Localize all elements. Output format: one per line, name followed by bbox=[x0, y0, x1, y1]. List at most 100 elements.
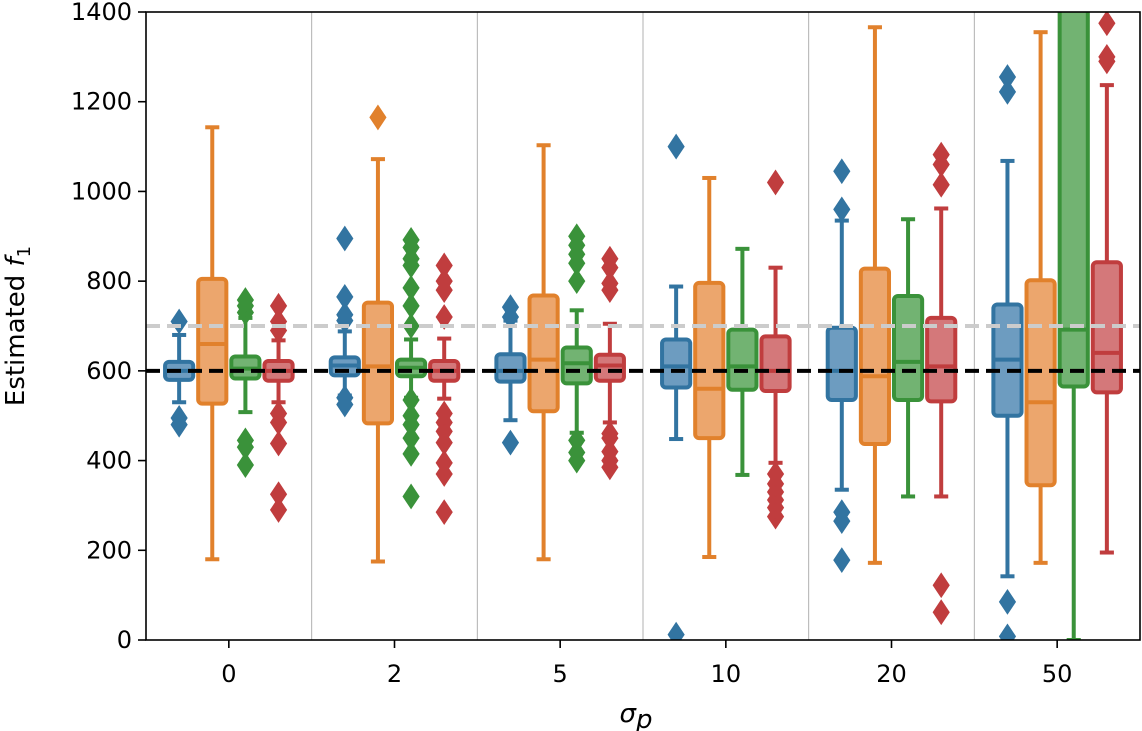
box-group-20 bbox=[825, 25, 958, 626]
box-series-4 bbox=[1090, 12, 1123, 555]
box-series-1 bbox=[494, 294, 527, 456]
box-series-3 bbox=[394, 226, 428, 510]
x-axis: 0 2 5 10 20 50 bbox=[221, 640, 1072, 688]
outlier-marker bbox=[1098, 12, 1116, 37]
y-tick-label: 400 bbox=[86, 447, 132, 475]
outlier-marker bbox=[998, 623, 1017, 640]
outlier-marker bbox=[236, 427, 255, 454]
box-series-2 bbox=[527, 143, 560, 562]
box-series-2 bbox=[693, 175, 726, 560]
box-series-2 bbox=[196, 125, 229, 562]
outlier-marker bbox=[998, 64, 1017, 90]
box-group-5 bbox=[494, 143, 626, 562]
box-iqr bbox=[560, 345, 593, 386]
outlier-marker bbox=[932, 171, 950, 198]
box-iqr bbox=[825, 325, 858, 403]
y-axis-label-subscript: 1 bbox=[14, 246, 35, 257]
outlier-marker bbox=[833, 499, 851, 526]
box-series-3 bbox=[891, 217, 925, 499]
box-iqr bbox=[759, 334, 792, 394]
box-iqr bbox=[361, 300, 395, 426]
outlier-marker bbox=[435, 400, 453, 427]
outlier-marker bbox=[402, 440, 420, 467]
outlier-marker bbox=[402, 226, 420, 253]
box-series-1 bbox=[660, 133, 693, 640]
outlier-marker bbox=[269, 430, 288, 457]
box-group-0 bbox=[163, 125, 295, 562]
y-tick-label: 1000 bbox=[71, 177, 132, 205]
x-tick-label: 0 bbox=[221, 660, 236, 688]
box-series-1 bbox=[163, 308, 196, 438]
outlier-marker bbox=[833, 547, 851, 574]
x-axis-label-symbol: σ bbox=[620, 699, 638, 729]
outlier-marker bbox=[402, 483, 420, 510]
outlier-marker bbox=[236, 287, 255, 313]
y-tick-label: 1400 bbox=[71, 0, 132, 26]
outlier-marker bbox=[601, 270, 619, 297]
outlier-marker bbox=[568, 223, 586, 250]
x-axis-label-subscript: p bbox=[635, 705, 653, 731]
box-series-3 bbox=[560, 223, 593, 474]
outlier-marker bbox=[336, 225, 354, 252]
outlier-marker bbox=[435, 268, 453, 295]
x-tick-label: 5 bbox=[553, 660, 568, 688]
outlier-marker bbox=[998, 78, 1017, 105]
y-tick-label: 800 bbox=[86, 267, 132, 295]
outlier-marker bbox=[402, 274, 420, 301]
outlier-marker bbox=[766, 461, 785, 487]
outlier-marker bbox=[170, 405, 188, 431]
y-axis-label: Estimated f1 bbox=[1, 246, 35, 406]
outlier-marker bbox=[766, 169, 785, 196]
outlier-marker bbox=[402, 387, 420, 413]
box-iqr bbox=[593, 352, 626, 383]
outlier-marker bbox=[269, 292, 288, 319]
outlier-marker bbox=[402, 402, 420, 429]
outlier-marker bbox=[336, 283, 354, 310]
outlier-marker bbox=[833, 196, 851, 223]
outlier-marker bbox=[601, 438, 619, 465]
x-tick-label: 10 bbox=[711, 660, 742, 688]
box-series-3 bbox=[229, 287, 262, 478]
x-tick-label: 20 bbox=[876, 660, 907, 688]
outlier-marker bbox=[1098, 43, 1116, 70]
y-axis-label-prefix: Estimated bbox=[1, 266, 31, 406]
outlier-marker bbox=[568, 268, 586, 295]
y-tick-label: 1200 bbox=[71, 88, 132, 116]
outlier-marker bbox=[667, 621, 685, 640]
box-iqr bbox=[196, 276, 229, 406]
box-series-2 bbox=[1024, 30, 1057, 565]
box-iqr bbox=[858, 266, 892, 446]
outlier-marker bbox=[269, 497, 288, 523]
outlier-marker bbox=[501, 429, 520, 456]
box-iqr bbox=[693, 280, 726, 441]
outlier-marker bbox=[170, 308, 188, 335]
outlier-marker bbox=[601, 420, 619, 447]
box-series-4 bbox=[428, 252, 461, 526]
outlier-marker bbox=[667, 133, 685, 160]
x-tick-label: 2 bbox=[387, 660, 402, 688]
outlier-marker bbox=[601, 245, 619, 272]
outlier-marker bbox=[568, 427, 586, 454]
box-series-4 bbox=[759, 169, 792, 530]
box-iqr bbox=[527, 293, 560, 414]
outlier-marker bbox=[269, 481, 288, 508]
y-tick-label: 0 bbox=[117, 626, 132, 654]
y-tick-label: 600 bbox=[86, 357, 132, 385]
box-series-2 bbox=[361, 104, 395, 564]
box-series-4 bbox=[925, 141, 958, 626]
outlier-marker bbox=[435, 449, 453, 476]
outlier-marker bbox=[932, 599, 950, 626]
outlier-marker bbox=[269, 400, 288, 427]
box-series-4 bbox=[262, 292, 295, 523]
outlier-marker bbox=[236, 452, 255, 478]
outlier-marker bbox=[501, 294, 520, 321]
y-axis: 0 200 400 600 800 1000 1200 1400 bbox=[71, 0, 146, 654]
box-series-2 bbox=[858, 25, 892, 565]
x-tick-label: 50 bbox=[1042, 660, 1073, 688]
outlier-marker bbox=[435, 252, 453, 279]
box-iqr bbox=[726, 327, 759, 392]
outlier-marker bbox=[435, 499, 453, 526]
box-iqr bbox=[1057, 12, 1090, 389]
plot-frame bbox=[145, 11, 1141, 641]
